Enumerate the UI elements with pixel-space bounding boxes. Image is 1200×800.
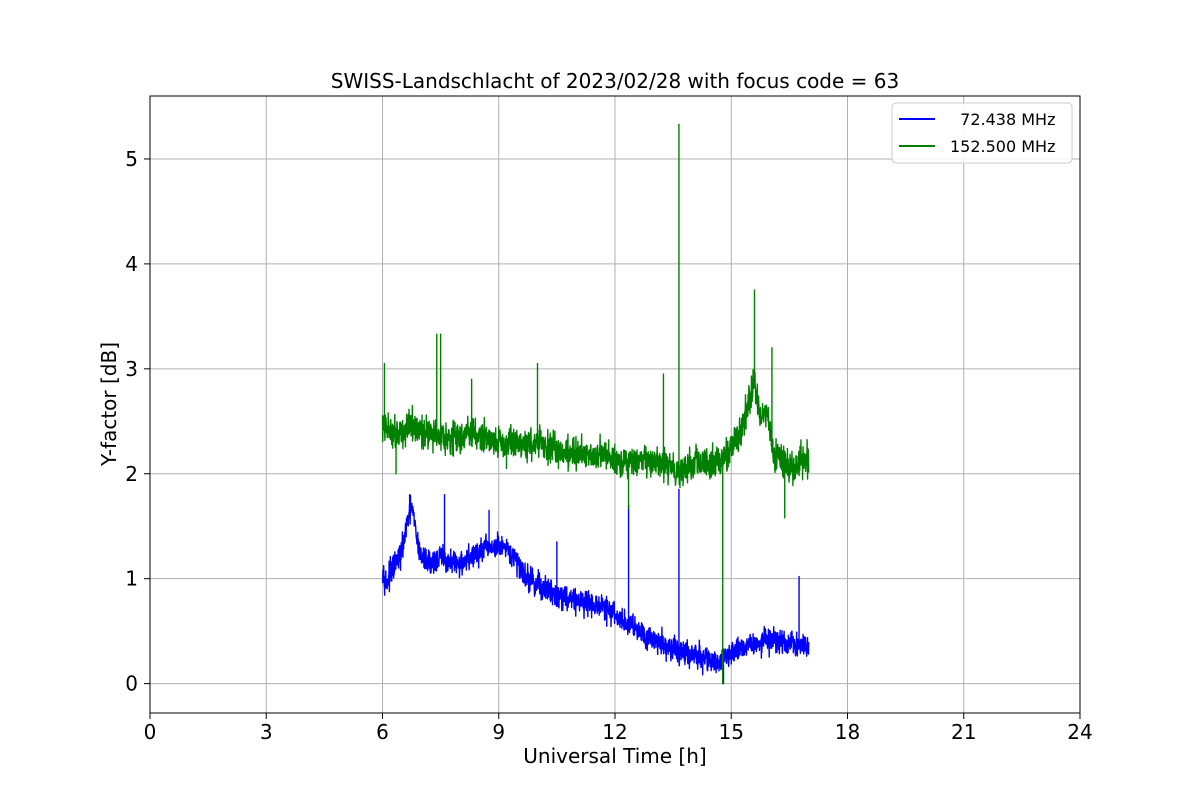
y-tick-label: 0 [125,672,138,696]
legend-label-72mhz: 72.438 MHz [950,110,1055,129]
x-tick-label: 24 [1067,720,1092,744]
legend-label-152mhz: 152.500 MHz [950,137,1055,156]
x-tick-label: 3 [260,720,273,744]
x-tick-label: 6 [376,720,389,744]
y-tick-label: 4 [125,252,138,276]
y-tick-label: 1 [125,567,138,591]
x-axis-label: Universal Time [h] [523,744,706,768]
y-tick-label: 5 [125,147,138,171]
y-tick-label: 2 [125,462,138,486]
x-tick-label: 21 [951,720,976,744]
series-line-1 [381,123,810,685]
x-tick-label: 18 [835,720,860,744]
chart-title: SWISS-Landschlacht of 2023/02/28 with fo… [331,69,899,93]
legend-box [891,102,1073,164]
x-tick-label: 0 [144,720,157,744]
y-axis-label: Y-factor [dB] [97,342,121,467]
legend: 72.438 MHz 152.500 MHz [891,102,1073,164]
y-tick-label: 3 [125,357,138,381]
plot-area [381,123,810,685]
x-tick-label: 9 [492,720,505,744]
x-tick-label: 15 [719,720,744,744]
series-line-0 [381,488,810,685]
x-tick-label: 12 [602,720,627,744]
